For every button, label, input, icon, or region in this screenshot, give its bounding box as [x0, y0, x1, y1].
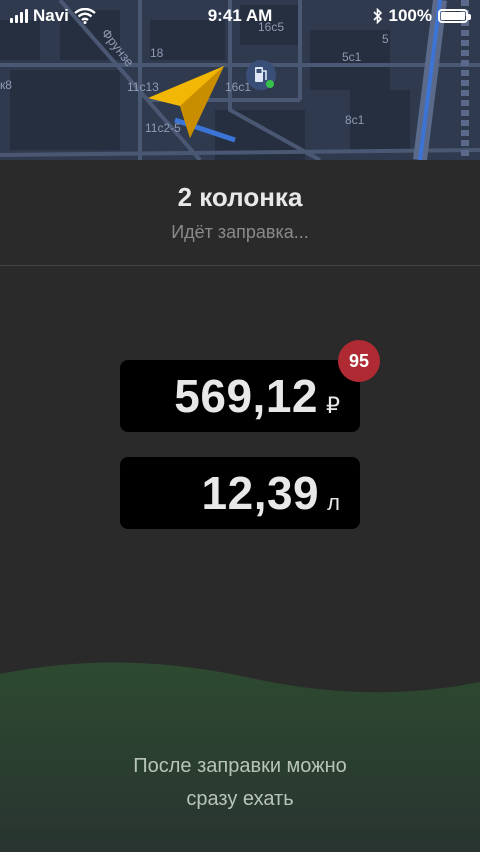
volume-unit: л: [327, 490, 340, 515]
map-house-number: 16c1: [225, 80, 252, 94]
price-value: 569,12: [174, 370, 318, 422]
status-bar: Navi 9:41 AM 100%: [0, 0, 480, 32]
bottom-wave-background: [0, 662, 480, 852]
map-house-number: 16c5: [258, 20, 285, 34]
currency-unit: ₽: [326, 393, 340, 418]
map-view[interactable]: 18 16c5 5c1 5 11c13 16c1 к8 8c1 11c2-5 Ф…: [0, 0, 480, 160]
clock: 9:41 AM: [207, 6, 273, 25]
map-house-number: 5: [382, 32, 389, 46]
bluetooth-icon: [372, 8, 382, 24]
volume-value: 12,39: [201, 467, 320, 519]
battery-icon: [438, 9, 471, 23]
battery-percentage: 100%: [388, 6, 432, 25]
map-roads: [0, 0, 480, 160]
volume-display: 12,39 л: [120, 457, 360, 529]
price-display: 569,12 ₽: [120, 360, 360, 432]
hint-line: сразу ехать: [186, 788, 294, 810]
pump-title: 2 колонка: [177, 182, 303, 212]
map-house-number: 11c2-5: [145, 121, 181, 135]
wifi-icon: [74, 8, 96, 24]
map-house-number: 11c13: [127, 80, 159, 94]
map-house-number: 5c1: [342, 50, 362, 64]
carrier-name: Navi: [33, 6, 69, 25]
navigator-arrow-icon: [148, 66, 224, 138]
fueling-panel: 2 колонка Идёт заправка... 569,12 ₽ 95 1…: [0, 160, 480, 852]
fuel-type-badge: 95: [338, 340, 380, 382]
cellular-signal-icon: [10, 9, 28, 23]
fuel-station-pin-icon[interactable]: [244, 58, 278, 92]
hint-text: После заправки можно сразу ехать: [0, 750, 480, 816]
map-house-number: 8c1: [345, 113, 365, 127]
fueling-status: Идёт заправка...: [171, 222, 309, 242]
map-house-number: к8: [0, 78, 12, 92]
divider: [0, 265, 480, 266]
map-house-number: 18: [150, 46, 164, 60]
hint-line: После заправки можно: [133, 755, 347, 777]
